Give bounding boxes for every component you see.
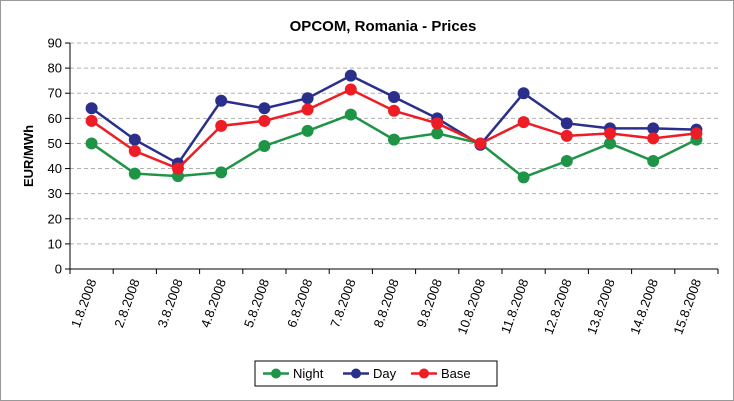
point — [431, 127, 444, 140]
point — [560, 129, 573, 142]
y-tick-label: 30 — [48, 186, 62, 201]
point — [344, 108, 357, 121]
point — [474, 137, 487, 150]
point — [301, 92, 314, 105]
point — [647, 122, 660, 135]
point — [344, 83, 357, 96]
y-tick-label: 70 — [48, 86, 62, 101]
point — [647, 132, 660, 145]
point — [690, 127, 703, 140]
point — [517, 171, 530, 184]
y-tick-label: 10 — [48, 236, 62, 251]
point — [85, 114, 98, 127]
point — [128, 144, 141, 157]
y-tick-label: 60 — [48, 111, 62, 126]
legend-box — [254, 360, 498, 387]
point — [604, 137, 616, 150]
point — [388, 90, 400, 103]
y-tick-label: 90 — [48, 36, 62, 51]
legend-label: Night — [293, 366, 324, 381]
point — [258, 139, 271, 152]
point — [517, 87, 530, 100]
point — [560, 117, 573, 130]
point — [388, 133, 400, 146]
point — [215, 119, 228, 132]
point — [215, 166, 228, 179]
point — [604, 127, 616, 140]
legend-marker — [351, 368, 361, 379]
legend-marker — [419, 368, 429, 379]
point — [301, 124, 314, 137]
point — [258, 114, 271, 127]
legend-label: Base — [441, 366, 471, 381]
y-tick-label: 20 — [48, 211, 62, 226]
point — [258, 102, 271, 115]
point — [128, 167, 141, 180]
legend-label: Day — [373, 366, 397, 381]
point — [560, 155, 573, 168]
y-tick-label: 40 — [48, 161, 62, 176]
point — [431, 117, 444, 130]
point — [301, 103, 314, 116]
point — [388, 104, 400, 117]
y-tick-label: 50 — [48, 136, 62, 151]
chart-title: OPCOM, Romania - Prices — [290, 18, 477, 35]
point — [517, 116, 530, 129]
point — [172, 162, 184, 175]
point — [215, 94, 228, 107]
point — [344, 69, 357, 82]
y-axis-label: EUR/MWh — [21, 125, 36, 187]
point — [85, 137, 98, 150]
y-tick-label: 0 — [55, 262, 62, 277]
point — [85, 102, 98, 115]
point — [128, 133, 141, 146]
point — [647, 155, 660, 168]
legend-marker — [271, 368, 281, 379]
y-tick-label: 80 — [48, 61, 62, 76]
